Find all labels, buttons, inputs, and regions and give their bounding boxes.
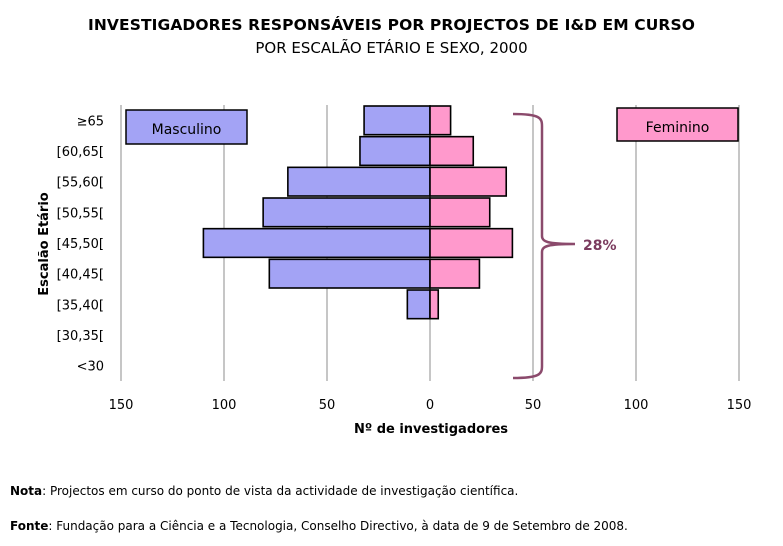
- bar-feminino-2: [429, 289, 440, 320]
- source-text: : Fundação para a Ciência e a Tecnologia…: [48, 519, 628, 533]
- x-tick-labels: 150 100 50 0 50 100 150: [109, 398, 752, 413]
- gridlines: [120, 105, 740, 381]
- bar-feminino-4: [429, 227, 514, 259]
- bar-masculino-6: [287, 166, 431, 197]
- y-tick-label-4: [45,50[: [57, 237, 104, 252]
- bar-masculino-2: [406, 289, 431, 320]
- bar-masculino-8: [363, 105, 431, 136]
- bar-feminino-3: [429, 258, 481, 289]
- x-axis-label: Nº de investigadores: [354, 422, 508, 437]
- bar-masculino-3: [268, 258, 431, 289]
- source-label: Fonte: [10, 519, 49, 533]
- y-axis-label: Escalão Etário: [37, 192, 52, 296]
- bar-feminino-7: [429, 135, 475, 167]
- bar-masculino-7: [359, 135, 431, 167]
- legend-masculino: Masculino: [125, 109, 248, 145]
- annotation-label: 28%: [583, 238, 617, 254]
- note-text: : Projectos em curso do ponto de vista d…: [42, 484, 519, 498]
- x-tick-label-4: 50: [525, 398, 542, 413]
- source: Fonte: Fundação para a Ciência e a Tecno…: [10, 519, 628, 533]
- y-tick-label-1: [30,35[: [57, 329, 104, 344]
- y-tick-label-8: ≥65: [77, 114, 104, 129]
- bars: [202, 105, 514, 320]
- note: Nota: Projectos em curso do ponto de vis…: [10, 484, 518, 498]
- legend-feminino: Feminino: [616, 107, 739, 142]
- x-tick-label-5: 100: [624, 398, 649, 413]
- chart-subtitle: POR ESCALÃO ETÁRIO E SEXO, 2000: [255, 39, 528, 57]
- pyramid-chart: <30 [30,35[ [35,40[ [40,45[ [45,50[ [50,55[ [5…: [37, 105, 752, 437]
- y-tick-label-6: [55,60[: [57, 176, 104, 191]
- bar-feminino-6: [429, 166, 508, 197]
- x-tick-label-3: 0: [426, 398, 434, 413]
- y-tick-label-0: <30: [77, 360, 104, 375]
- x-tick-label-6: 150: [727, 398, 752, 413]
- y-tick-label-2: [35,40[: [57, 298, 104, 313]
- legend-feminino-label: Feminino: [646, 120, 710, 136]
- y-tick-label-7: [60,65[: [57, 145, 104, 160]
- bar-masculino-5: [262, 197, 431, 228]
- note-label: Nota: [10, 484, 43, 498]
- y-tick-labels: <30 [30,35[ [35,40[ [40,45[ [45,50[ [50,55[ [5…: [57, 114, 104, 374]
- x-tick-label-0: 150: [109, 398, 134, 413]
- bracket: [512, 112, 576, 380]
- y-tick-label-3: [40,45[: [57, 268, 104, 283]
- bar-feminino-5: [429, 197, 491, 228]
- x-tick-label-2: 50: [319, 398, 336, 413]
- chart-title: INVESTIGADORES RESPONSÁVEIS POR PROJECTO…: [87, 16, 695, 34]
- legend-masculino-label: Masculino: [152, 122, 222, 138]
- y-tick-label-5: [50,55[: [57, 206, 104, 221]
- bar-feminino-8: [429, 105, 452, 136]
- bar-masculino-4: [202, 227, 431, 259]
- x-tick-label-1: 100: [212, 398, 237, 413]
